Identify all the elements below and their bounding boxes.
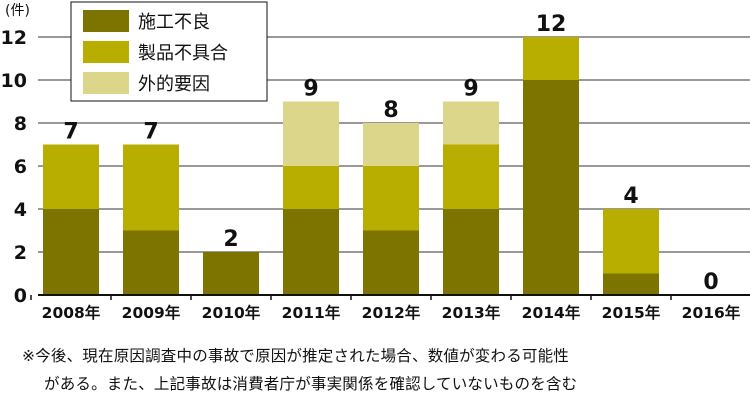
bar-segment-1: [363, 230, 419, 295]
x-tick-label: 2013年: [442, 303, 501, 322]
y-unit-label: (件): [5, 3, 30, 19]
stacked-bar-chart: 7 7 2 9 8 9 12 4 0 0 2 4 6 8 10 12 (件) 2008年 2009年 2010年 20…: [1, 1, 750, 322]
bars: 7 7 2 9 8 9 12 4 0: [43, 12, 719, 295]
x-tick-label: 2009年: [122, 303, 181, 322]
x-tick-label: 2015年: [602, 303, 661, 322]
legend-swatch: [83, 10, 129, 32]
y-tick-label: 8: [14, 113, 27, 135]
total-label: 4: [623, 184, 638, 209]
bar-segment-2: [43, 144, 99, 209]
bar-segment-2: [283, 166, 339, 209]
bar-segment-2: [363, 166, 419, 231]
x-tick-label: 2011年: [282, 303, 341, 322]
total-label: 9: [303, 77, 318, 102]
y-tick-label: 12: [1, 27, 27, 49]
y-tick-label: 2: [14, 242, 27, 264]
x-tick-label: 2014年: [522, 303, 581, 322]
x-tick-label: 2016年: [682, 303, 741, 322]
total-label: 8: [383, 98, 398, 123]
bar-segment-3: [283, 101, 339, 166]
bar-segment-2: [523, 37, 579, 80]
x-tick-label: 2010年: [202, 303, 261, 322]
total-label: 7: [143, 120, 158, 145]
total-label: 2: [223, 227, 238, 252]
bar-segment-2: [443, 144, 499, 209]
bar-segment-3: [443, 101, 499, 145]
total-label: 12: [536, 12, 567, 37]
y-tick-label: 10: [1, 70, 27, 92]
footnote-line-1: ※今後、現在原因調査中の事故で原因が推定された場合、数値が変わる可能性: [22, 347, 569, 365]
y-tick-label: 6: [14, 156, 27, 178]
total-label: 9: [463, 77, 478, 102]
y-tick-label: 0: [14, 285, 27, 307]
y-tick-label: 4: [14, 199, 27, 221]
bar-segment-2: [123, 144, 179, 231]
footnote-line-2: がある。また、上記事故は消費者庁が事実関係を確認していないものを含む: [44, 375, 578, 393]
x-tick-label: 2012年: [362, 303, 421, 322]
bar-segment-3: [363, 123, 419, 166]
legend-label: 外的要因: [138, 74, 210, 95]
bar-segment-1: [123, 230, 179, 295]
bar-segment-1: [43, 209, 99, 295]
legend-swatch: [83, 41, 129, 63]
legend-label: 施工不良: [138, 12, 210, 33]
total-label: 7: [63, 120, 78, 145]
bar-segment-2: [603, 209, 659, 274]
legend-swatch: [83, 72, 129, 94]
x-tick-label: 2008年: [42, 303, 101, 322]
bar-segment-1: [603, 273, 659, 295]
bar-segment-1: [443, 209, 499, 295]
bar-segment-1: [283, 209, 339, 295]
total-label: 0: [703, 270, 718, 295]
legend-label: 製品不具合: [138, 43, 228, 64]
bar-segment-1: [203, 252, 259, 295]
bar-segment-1: [523, 80, 579, 295]
